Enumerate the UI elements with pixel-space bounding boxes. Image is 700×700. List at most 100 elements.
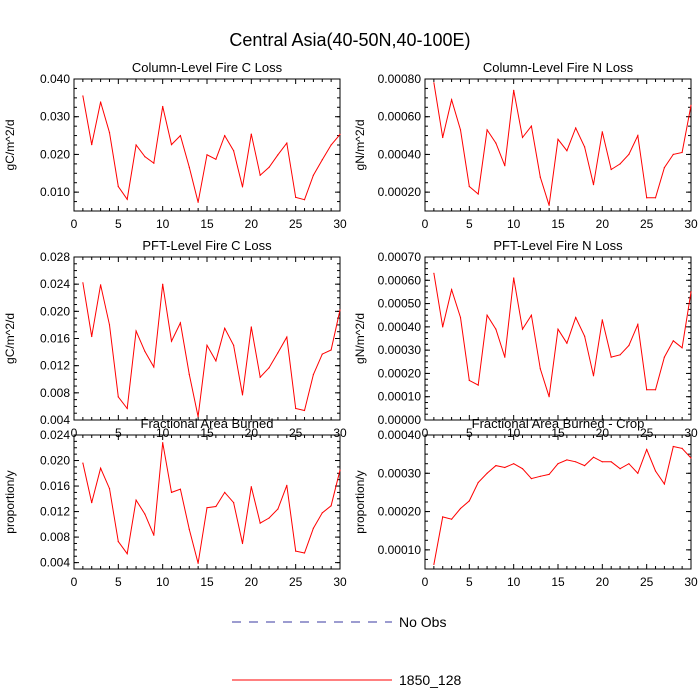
data-point — [592, 375, 595, 377]
y-axis-label: gC/m^2/d — [3, 120, 17, 171]
data-point — [233, 344, 235, 346]
data-point — [339, 133, 341, 135]
y-tick-label: 0.00060 — [378, 273, 422, 287]
y-tick-label: 0.00000 — [378, 413, 422, 427]
x-tick-label: 20 — [596, 575, 610, 589]
data-point — [539, 176, 541, 178]
data-point — [215, 158, 217, 160]
x-tick-label: 20 — [596, 217, 610, 231]
data-point — [451, 289, 453, 291]
data-point — [433, 272, 435, 274]
y-tick-label: 0.00070 — [378, 250, 422, 264]
data-point — [162, 283, 164, 285]
data-point — [321, 159, 323, 161]
data-point — [672, 445, 674, 448]
y-tick-label: 0.012 — [40, 359, 70, 373]
panels: Column-Level Fire C Loss gC/m^2/d 0 5 10 15 20… — [3, 60, 698, 589]
legend-label-no-obs: No Obs — [399, 614, 446, 630]
x-tick-label: 30 — [333, 217, 347, 231]
data-point — [504, 356, 506, 358]
data-point — [530, 478, 533, 480]
data-point — [521, 468, 524, 470]
data-point — [135, 499, 137, 501]
data-point — [468, 379, 470, 381]
x-tick-label: 5 — [466, 426, 473, 440]
x-tick-label: 20 — [596, 426, 610, 440]
x-tick-label: 15 — [200, 426, 214, 440]
panel-3: PFT-Level Fire C Loss gC/m^2/d 0 5 10 15 20 25 3… — [3, 238, 347, 440]
data-point — [206, 154, 208, 156]
panel-1: Column-Level Fire C Loss gC/m^2/d 0 5 10 15 20… — [3, 60, 347, 231]
y-tick-label: 0.016 — [40, 479, 70, 493]
panel-2: Column-Level Fire N Loss gN/m^2/d 0 5 10 15 20… — [353, 60, 698, 231]
data-point — [504, 466, 506, 469]
data-point — [486, 472, 488, 474]
y-tick-label: 0.00020 — [378, 505, 422, 519]
data-point — [654, 197, 657, 199]
data-point — [108, 132, 111, 134]
data-point — [557, 463, 559, 465]
data-point — [566, 342, 568, 344]
data-point — [486, 314, 488, 316]
data-point — [663, 167, 666, 169]
data-point — [548, 473, 550, 475]
x-tick-label: 15 — [200, 575, 214, 589]
data-point — [619, 163, 621, 165]
x-tick-label: 25 — [640, 426, 654, 440]
panel-title: PFT-Level Fire C Loss — [142, 238, 272, 253]
legend-label-1850-128: 1850_128 — [399, 672, 462, 688]
data-point — [495, 142, 497, 144]
x-tick-label: 10 — [507, 575, 521, 589]
data-point — [654, 389, 657, 391]
data-point — [646, 448, 648, 451]
x-tick-label: 25 — [640, 575, 654, 589]
data-point — [312, 174, 314, 176]
y-tick-label: 0.00040 — [378, 147, 422, 161]
data-point — [339, 469, 341, 471]
data-point — [681, 347, 683, 349]
data-point — [495, 465, 497, 467]
y-axis-label: proportion/y — [3, 470, 17, 533]
y-tick-label: 0.024 — [40, 277, 70, 291]
plot-frame — [73, 434, 341, 570]
data-point — [672, 340, 674, 342]
data-point — [135, 144, 137, 146]
y-tick-label: 0.012 — [40, 505, 70, 519]
data-point — [179, 322, 181, 324]
data-point — [268, 517, 270, 519]
data-point — [179, 488, 181, 490]
x-tick-label: 0 — [422, 575, 429, 589]
data-point — [575, 127, 577, 129]
panel-title: Column-Level Fire C Loss — [132, 60, 283, 75]
y-tick-label: 0.00040 — [378, 428, 422, 442]
data-point — [539, 475, 541, 477]
series-line-1850-128 — [433, 82, 692, 206]
data-point — [224, 327, 226, 329]
x-tick-label: 10 — [156, 426, 170, 440]
data-point — [312, 527, 314, 529]
data-point — [259, 376, 261, 378]
y-tick-label: 0.028 — [40, 250, 70, 264]
data-point — [619, 468, 621, 470]
y-tick-label: 0.00050 — [378, 297, 422, 311]
y-tick-label: 0.030 — [40, 110, 70, 124]
x-tick-label: 0 — [71, 575, 78, 589]
data-point — [215, 505, 217, 508]
data-point — [153, 534, 155, 536]
data-point — [197, 416, 199, 418]
data-point — [170, 491, 173, 493]
data-point — [628, 463, 630, 465]
figure-title: Central Asia(40-50N,40-100E) — [229, 30, 470, 50]
data-point — [295, 407, 297, 410]
y-tick-label: 0.020 — [40, 454, 70, 468]
x-tick-label: 15 — [200, 217, 214, 231]
data-point — [433, 563, 435, 566]
data-point — [126, 407, 128, 410]
data-point — [206, 507, 208, 509]
series-line-1850-128 — [433, 273, 692, 397]
data-point — [303, 409, 306, 412]
y-tick-label: 0.00010 — [378, 543, 422, 557]
x-tick-label: 30 — [684, 426, 698, 440]
x-tick-label: 0 — [71, 217, 78, 231]
y-tick-label: 0.00040 — [378, 320, 422, 334]
